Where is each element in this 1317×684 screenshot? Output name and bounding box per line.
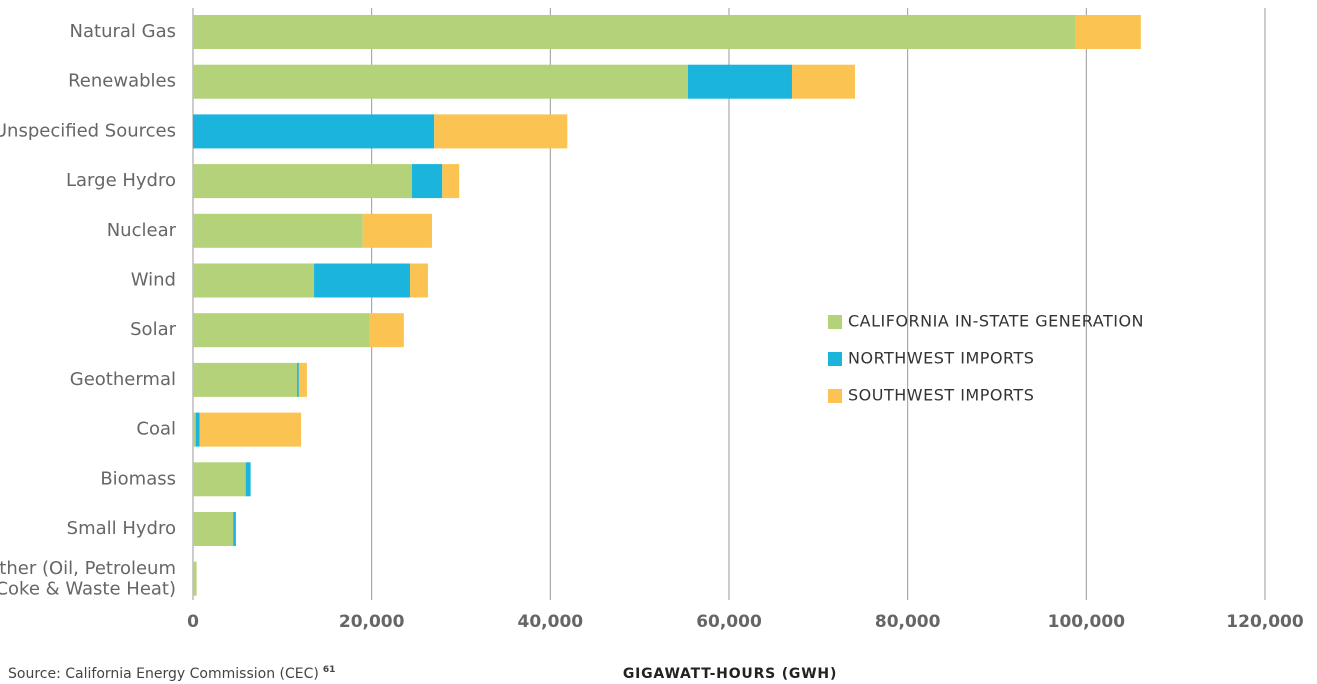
bar-segment: [193, 362, 298, 397]
x-tick-label: 40,000: [518, 612, 584, 632]
y-tick-label: Geothermal: [70, 369, 176, 390]
legend-label: NORTHWEST IMPORTS: [848, 349, 1034, 368]
bar-segment: [298, 362, 307, 397]
y-tick-label: Natural Gas: [70, 21, 176, 42]
bar-segment: [193, 561, 197, 596]
source-text: Source: California Energy Commission (CE…: [8, 666, 319, 682]
bar-segment: [193, 412, 196, 447]
legend-swatch: [828, 315, 842, 329]
legend-swatch: [828, 389, 842, 403]
y-tick-label: Coal: [136, 419, 176, 440]
legend-label: CALIFORNIA IN-STATE GENERATION: [848, 312, 1144, 331]
bar-segment: [193, 462, 246, 497]
bar-segment: [193, 213, 363, 248]
x-axis-label: GIGAWATT-HOURS (GWH): [623, 666, 837, 682]
bar-segment: [434, 114, 568, 149]
x-tick-label: 120,000: [1226, 612, 1304, 632]
y-tick-label: Other (Oil, Petroleum Coke & Waste Heat): [0, 558, 176, 600]
legend-swatch: [828, 352, 842, 366]
bar-segment: [195, 412, 200, 447]
bar-segment: [193, 164, 412, 199]
bar-segment: [411, 164, 443, 199]
bar-segment: [1075, 15, 1141, 49]
bar-segment: [193, 313, 370, 348]
bar-segment: [193, 263, 315, 298]
x-tick-label: 100,000: [1048, 612, 1126, 632]
y-tick-label: Renewables: [68, 71, 176, 92]
x-tick-label: 80,000: [875, 612, 941, 632]
source: Source: California Energy Commission (CE…: [8, 665, 335, 683]
bar-segment: [410, 263, 428, 298]
bar-segment: [297, 362, 299, 397]
bar-segment: [245, 462, 251, 497]
source-note: 61: [323, 665, 336, 675]
bar-segment: [193, 114, 435, 149]
bar-segment: [442, 164, 460, 199]
y-tick-label: Large Hydro: [66, 170, 176, 191]
bar-segment: [314, 263, 411, 298]
bar-segment: [233, 512, 236, 546]
legend-label: SOUTHWEST IMPORTS: [848, 386, 1034, 405]
bar-segment: [687, 64, 792, 99]
y-tick-label: Small Hydro: [67, 518, 176, 539]
bar-segment: [193, 512, 234, 546]
y-tick-label: Solar: [130, 319, 176, 340]
x-tick-label: 60,000: [696, 612, 762, 632]
y-tick-label: Wind: [131, 270, 176, 291]
bar-segment: [193, 15, 1076, 49]
bar-segment: [791, 64, 855, 99]
bar-segment: [193, 64, 688, 99]
x-tick-label: 0: [187, 612, 199, 632]
bar-segment: [199, 412, 302, 447]
bar-segment: [362, 213, 432, 248]
x-tick-label: 20,000: [339, 612, 405, 632]
y-tick-label: Biomass: [100, 468, 176, 489]
bar-segment: [369, 313, 404, 348]
y-tick-label: Unspecified Sources: [0, 120, 176, 141]
y-tick-label: Nuclear: [107, 220, 177, 241]
